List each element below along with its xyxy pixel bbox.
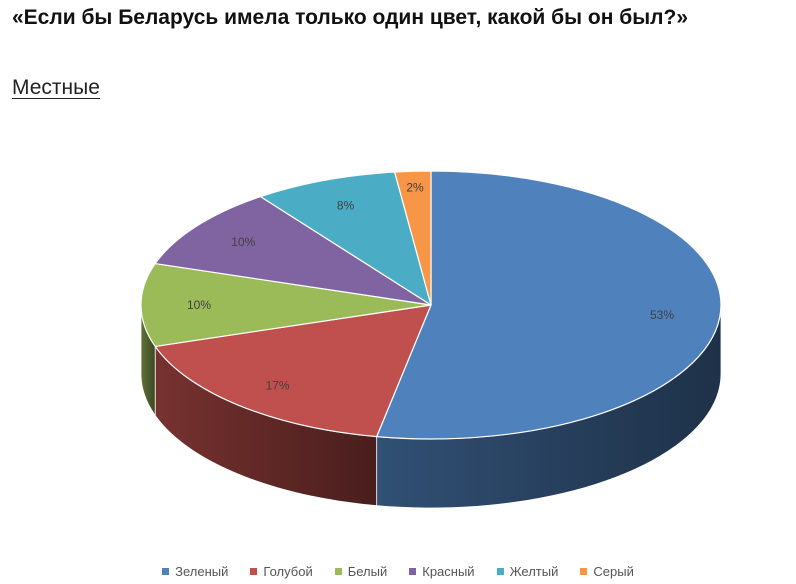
legend-item-Желтый: Желтый (496, 563, 559, 579)
legend-item-Зеленый: Зеленый (162, 564, 228, 579)
legend-item-Голубой: Голубой (250, 563, 313, 579)
chart-title: «Если бы Беларусь имела только один цвет… (12, 6, 689, 29)
data-label-Белый: 10% (187, 298, 211, 312)
legend-label: Белый (347, 563, 388, 579)
legend-label: Серый (593, 563, 634, 579)
legend-label: Зеленый (175, 563, 229, 579)
pie-slice-Серый (394, 170, 432, 306)
legend-swatch (409, 567, 417, 575)
legend-item-Серый: Серый (580, 563, 634, 579)
pie-slice-Зеленый (376, 170, 722, 440)
data-label-Зеленый: 53% (650, 308, 674, 322)
legend-swatch (496, 567, 504, 575)
legend-swatch (580, 567, 588, 575)
data-label-Желтый: 8% (337, 198, 355, 212)
legend-swatch (250, 567, 258, 575)
legend-swatch (162, 567, 170, 575)
pie-slice-Желтый (259, 171, 432, 306)
legend-item-Белый: Белый (334, 563, 388, 579)
data-label-Красный: 10% (231, 235, 255, 249)
legend-label: Голубой (263, 563, 313, 579)
pie-slice-Белый (140, 262, 432, 348)
legend-label: Красный (422, 563, 475, 579)
pie-slice-Красный (154, 195, 432, 306)
chart-legend: Зеленый Голубой Белый Красный Желтый Серый (0, 562, 796, 580)
chart-subtitle: Местные (12, 76, 100, 99)
legend-label: Желтый (509, 563, 559, 579)
legend-item-Красный: Красный (409, 563, 475, 579)
data-label-Серый: 2% (406, 180, 424, 194)
legend-swatch (334, 567, 342, 575)
data-label-Голубой: 17% (266, 378, 290, 392)
pie-chart: 53% 17% 10% 10% 8% 2% (140, 170, 722, 509)
pie-slice-Голубой (154, 304, 432, 438)
